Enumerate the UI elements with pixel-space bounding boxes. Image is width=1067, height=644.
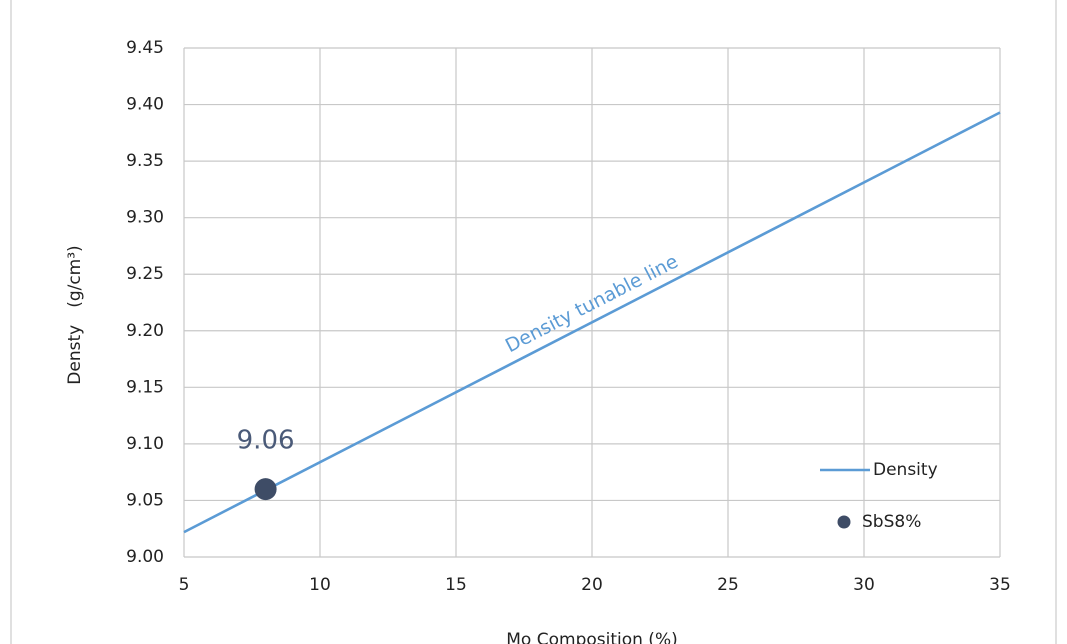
legend-swatch xyxy=(837,515,851,529)
y-axis-title: Densty (g/cm³) xyxy=(65,245,85,384)
data-line xyxy=(183,111,1001,534)
x-tick-label: 5 xyxy=(179,575,190,595)
y-tick-label: 9.05 xyxy=(126,490,164,510)
data-label: 9.06 xyxy=(237,426,295,456)
y-tick-label: 9.20 xyxy=(126,321,164,341)
x-tick-label: 10 xyxy=(309,575,331,595)
x-tick-label: 30 xyxy=(853,575,875,595)
x-axis-title: Mo Composition (%) xyxy=(506,630,677,644)
y-tick-label: 9.45 xyxy=(126,38,164,58)
y-tick-label: 9.00 xyxy=(126,547,164,567)
frame xyxy=(10,0,1057,644)
y-tick-label: 9.40 xyxy=(126,95,164,115)
x-tick-label: 20 xyxy=(581,575,603,595)
data-point xyxy=(254,478,277,501)
legend-label: SbS8% xyxy=(862,512,921,532)
y-tick-label: 9.15 xyxy=(126,377,164,397)
legend-label: Density xyxy=(873,460,938,480)
y-tick-label: 9.10 xyxy=(126,434,164,454)
x-tick-label: 15 xyxy=(445,575,467,595)
y-tick-label: 9.25 xyxy=(126,264,164,284)
y-tick-label: 9.30 xyxy=(126,208,164,228)
x-tick-label: 25 xyxy=(717,575,739,595)
x-tick-label: 35 xyxy=(989,575,1011,595)
y-tick-label: 9.35 xyxy=(126,151,164,171)
